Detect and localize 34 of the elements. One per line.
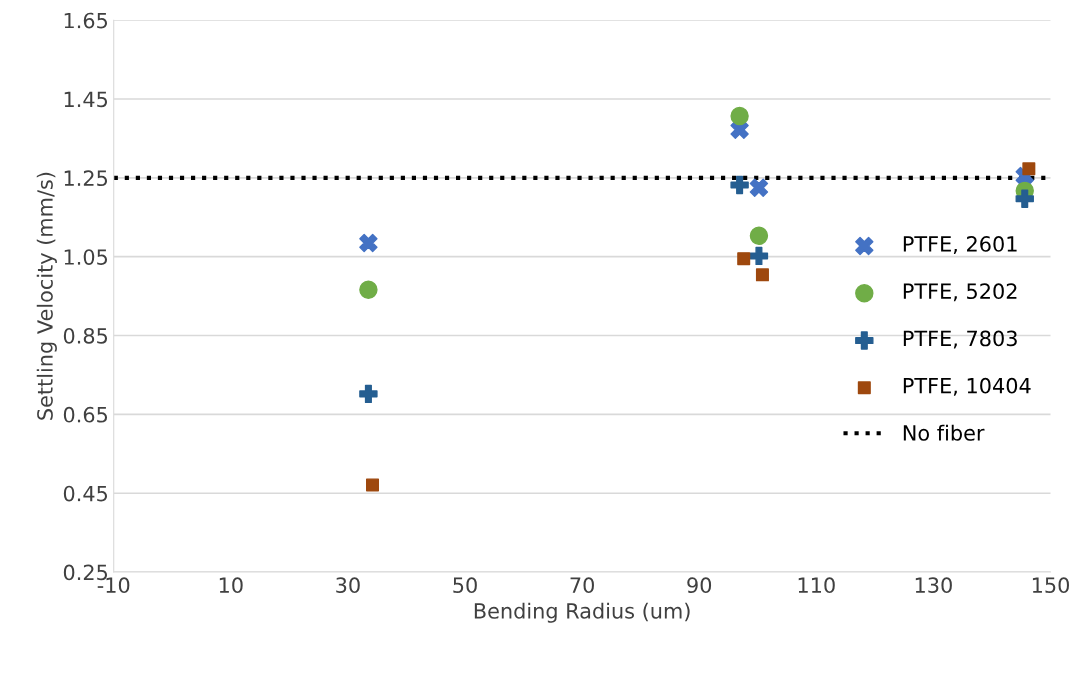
- point: [359, 233, 378, 253]
- legend-label: PTFE, 5202: [903, 283, 1017, 302]
- point: [730, 175, 749, 195]
- point: [737, 252, 751, 266]
- legend-label: PTFE, 2601: [903, 236, 1017, 254]
- legend-label: PTFE, 7803: [903, 330, 1017, 349]
- x-tick-label: 90: [687, 577, 712, 594]
- x-axis-title: Bending Radius (um): [474, 602, 690, 623]
- y-tick-label: 1.05: [64, 249, 108, 265]
- y-tick-label: 0.45: [63, 485, 108, 502]
- y-axis-title: Settling Velocity (mm/s): [36, 172, 57, 420]
- legend-label: PTFE, 10404: [903, 377, 1031, 396]
- x-tick-label: 130: [915, 577, 952, 594]
- x-tick-label: 110: [798, 577, 835, 594]
- y-tick-label: 0.85: [63, 327, 108, 344]
- x-tick-label: 10: [219, 577, 243, 594]
- x-tick-label: 70: [570, 577, 594, 594]
- point: [749, 178, 769, 197]
- x-tick-label: 150: [1032, 577, 1070, 594]
- point: [359, 384, 378, 404]
- point: [1015, 189, 1034, 208]
- legend-label: No fiber: [903, 424, 985, 441]
- x-tick-label: 30: [336, 577, 360, 594]
- y-tick-label: 1.25: [64, 170, 108, 187]
- y-tick-label: 1.45: [64, 91, 108, 108]
- point: [749, 246, 769, 266]
- point: [365, 478, 380, 492]
- y-tick-label: 1.65: [64, 12, 108, 29]
- point: [755, 268, 769, 282]
- x-tick-label: 50: [453, 577, 477, 594]
- y-tick-label: 0.65: [63, 406, 108, 423]
- point: [749, 226, 769, 246]
- point: [359, 280, 378, 300]
- point: [730, 106, 749, 126]
